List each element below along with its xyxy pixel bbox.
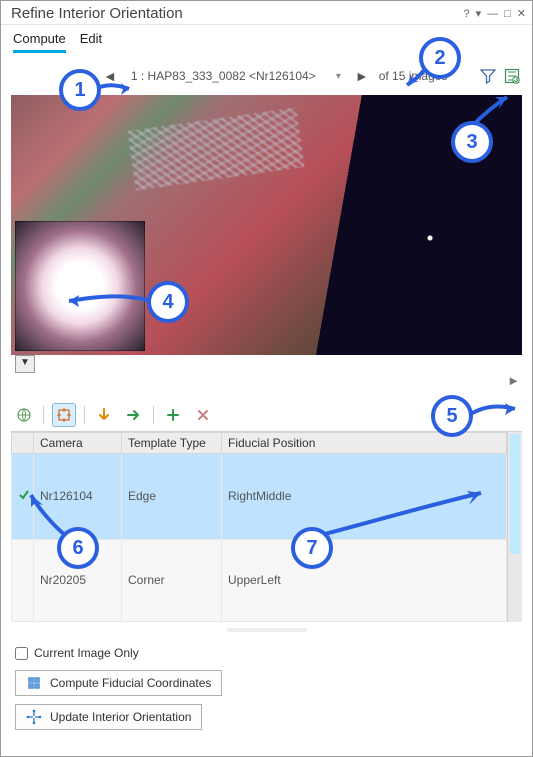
next-image-button[interactable]: ► — [351, 68, 373, 84]
close-icon[interactable]: ✕ — [517, 7, 526, 20]
maximize-icon[interactable]: □ — [504, 8, 511, 20]
col-fiducial[interactable]: Fiducial Position — [222, 433, 507, 454]
arrow-down-tool[interactable] — [93, 404, 115, 426]
current-image-only-label: Current Image Only — [34, 646, 139, 660]
image-count-label: of 15 images — [379, 69, 448, 83]
tab-edit[interactable]: Edit — [80, 31, 102, 53]
table-row[interactable]: Nr126104 Edge RightMiddle — [12, 454, 507, 540]
col-camera[interactable]: Camera — [34, 433, 122, 454]
image-selector[interactable]: 1 : HAP83_333_0082 <Nr126104> ▾ — [127, 67, 345, 85]
grid-scrollbar[interactable] — [507, 432, 522, 622]
add-tool[interactable] — [162, 404, 184, 426]
table-row[interactable]: Nr20205 Corner UpperLeft — [12, 539, 507, 621]
prev-image-button[interactable]: ◄ — [99, 68, 121, 84]
col-template[interactable]: Template Type — [122, 433, 222, 454]
cell-camera: Nr20205 — [34, 539, 122, 621]
next-fiducial-button[interactable]: ► — [507, 373, 520, 388]
col-check[interactable] — [12, 433, 34, 454]
cell-fiducial: RightMiddle — [222, 454, 507, 540]
cell-camera: Nr126104 — [34, 454, 122, 540]
cell-template: Edge — [122, 454, 222, 540]
image-selector-label: 1 : HAP83_333_0082 <Nr126104> — [131, 69, 316, 83]
fiducial-toolbar — [11, 399, 522, 432]
help-icon[interactable]: ? — [463, 8, 469, 20]
cell-template: Corner — [122, 539, 222, 621]
compute-fiducial-label: Compute Fiducial Coordinates — [50, 676, 211, 690]
update-icon — [26, 709, 42, 725]
current-image-only-checkbox[interactable]: Current Image Only — [15, 646, 518, 660]
arrow-right-tool[interactable] — [123, 404, 145, 426]
globe-tool[interactable] — [13, 404, 35, 426]
splitter-handle[interactable] — [227, 628, 307, 632]
refresh-layer-icon[interactable] — [504, 68, 520, 84]
update-orientation-button[interactable]: Update Interior Orientation — [15, 704, 202, 730]
compute-fiducial-button[interactable]: Compute Fiducial Coordinates — [15, 670, 222, 696]
delete-tool[interactable] — [192, 404, 214, 426]
compute-icon — [26, 675, 42, 691]
cell-fiducial: UpperLeft — [222, 539, 507, 621]
filter-icon[interactable] — [480, 68, 496, 84]
panel-title: Refine Interior Orientation — [11, 5, 183, 22]
chevron-down-icon: ▾ — [336, 71, 341, 82]
update-orientation-label: Update Interior Orientation — [50, 710, 191, 724]
image-viewer[interactable] — [11, 95, 522, 355]
dropdown-icon[interactable]: ▾ — [476, 7, 482, 20]
target-tool[interactable] — [52, 403, 76, 427]
tab-compute[interactable]: Compute — [13, 31, 66, 53]
fiducial-magnifier — [15, 221, 145, 351]
minimize-icon[interactable]: — — [487, 8, 498, 20]
camera-table[interactable]: Camera Template Type Fiducial Position N… — [11, 432, 507, 622]
row-check-icon[interactable] — [12, 539, 34, 621]
row-check-icon[interactable] — [12, 454, 34, 540]
